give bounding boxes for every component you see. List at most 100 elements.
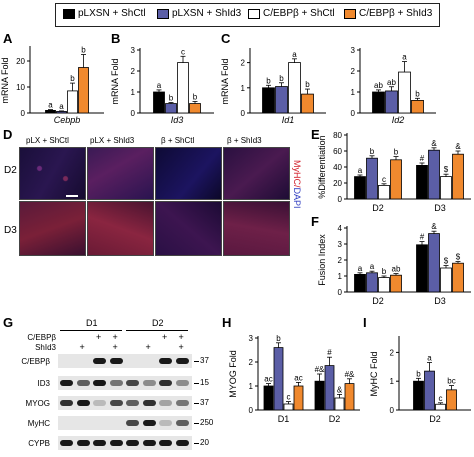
significance-label: c <box>287 393 291 402</box>
mw-label: 37 <box>200 356 209 365</box>
treatment-plus: + <box>178 332 184 342</box>
significance-label: #& <box>345 370 355 379</box>
treatment-plus: + <box>79 342 85 352</box>
legend-swatch-4 <box>344 9 356 19</box>
band <box>159 440 172 446</box>
band-label: CYPB <box>28 439 50 448</box>
bar <box>189 103 201 114</box>
significance-label: & <box>337 385 343 394</box>
x-tick-label: D3 <box>434 203 446 213</box>
y-tick-label: 0 <box>390 406 395 415</box>
x-axis-title: Id1 <box>282 115 295 125</box>
bar <box>354 274 366 293</box>
significance-label: a <box>59 102 64 111</box>
significance-label: c <box>439 394 443 403</box>
micrograph-d2-beta-shid3 <box>223 147 290 200</box>
bar <box>390 274 402 293</box>
y-tick-label: 2 <box>338 256 343 265</box>
bar <box>288 62 301 114</box>
bar <box>301 93 314 114</box>
bar <box>273 347 284 411</box>
bar <box>324 365 335 411</box>
y-axis-title: MyHC Fold <box>369 351 379 396</box>
band <box>76 440 90 446</box>
bar <box>344 383 355 411</box>
treatment-plus: + <box>178 342 184 352</box>
significance-label: a <box>292 50 297 59</box>
y-tick-label: 0 <box>21 109 26 118</box>
band <box>159 420 172 426</box>
band <box>175 358 189 364</box>
bar <box>398 71 411 114</box>
y-tick-label: 3 <box>249 334 254 343</box>
band <box>126 420 139 426</box>
mw-tick <box>194 403 199 404</box>
band <box>76 380 90 386</box>
bar <box>435 403 446 411</box>
bar <box>378 185 390 200</box>
panel-label-c: C <box>221 31 231 46</box>
y-tick-label: 2 <box>249 358 254 367</box>
mw-tick <box>194 361 199 362</box>
blot-day-line-d2 <box>126 330 188 331</box>
band <box>175 380 189 386</box>
micro-row-d2: D2 <box>4 165 17 176</box>
significance-label: b <box>279 74 284 83</box>
mw-label: 37 <box>200 398 209 407</box>
y-tick-label: 1 <box>249 382 254 391</box>
bar <box>372 91 385 114</box>
x-tick-label: D3 <box>434 296 446 306</box>
bar <box>385 90 398 114</box>
y-tick-label: 3 <box>131 46 136 55</box>
panel-label-f: F <box>311 214 319 229</box>
legend-label-1: pLXSN + ShCtl <box>78 8 146 19</box>
bar <box>354 176 366 200</box>
micro-col-1: pLX + ShCtl <box>26 136 69 145</box>
significance-label: a <box>402 53 407 62</box>
treatment-plus: + <box>112 342 118 352</box>
band <box>93 380 106 386</box>
band-label: C/EBPβ <box>21 357 50 366</box>
bar <box>263 385 274 411</box>
blot-day-d1: D1 <box>86 318 98 328</box>
bar <box>428 149 440 200</box>
significance-label: #& <box>315 365 325 374</box>
y-axis-title: MYOG Fold <box>228 350 238 398</box>
legend-label-3: C/EBPβ + ShCtl <box>263 8 335 19</box>
bar <box>366 272 378 293</box>
band <box>142 440 156 446</box>
significance-label: a <box>427 353 432 362</box>
bar <box>177 62 189 114</box>
bar <box>366 157 378 200</box>
significance-label: ab <box>392 265 401 274</box>
significance-label: $ <box>444 165 449 174</box>
y-tick-label: 1 <box>241 84 246 93</box>
band <box>60 400 73 406</box>
y-tick-label: 0 <box>338 288 343 297</box>
micrograph-d3-plx-shid3 <box>87 201 154 256</box>
band <box>60 380 73 386</box>
dapi-label: DAPI <box>292 187 302 209</box>
significance-label: a <box>157 81 162 90</box>
band <box>159 358 172 364</box>
bar <box>45 110 56 114</box>
y-tick-label: 1 <box>351 88 356 97</box>
panel-label-b: B <box>111 31 121 46</box>
significance-label: b <box>81 46 86 55</box>
y-tick-label: 0 <box>241 109 246 118</box>
significance-label: # <box>420 233 425 242</box>
treatment-plus: + <box>112 332 118 342</box>
treatment-plus: + <box>145 342 151 352</box>
bar <box>390 159 402 200</box>
micrograph-d2-plx-shid3 <box>87 147 154 200</box>
mw-label: 15 <box>200 378 209 387</box>
significance-label: b <box>382 267 387 276</box>
legend-swatch-3 <box>248 9 260 19</box>
x-tick-label: D2 <box>329 414 341 424</box>
significance-label: c <box>181 47 185 56</box>
y-tick-label: 60 <box>333 147 342 156</box>
band <box>109 358 123 364</box>
mw-tick <box>194 383 199 384</box>
